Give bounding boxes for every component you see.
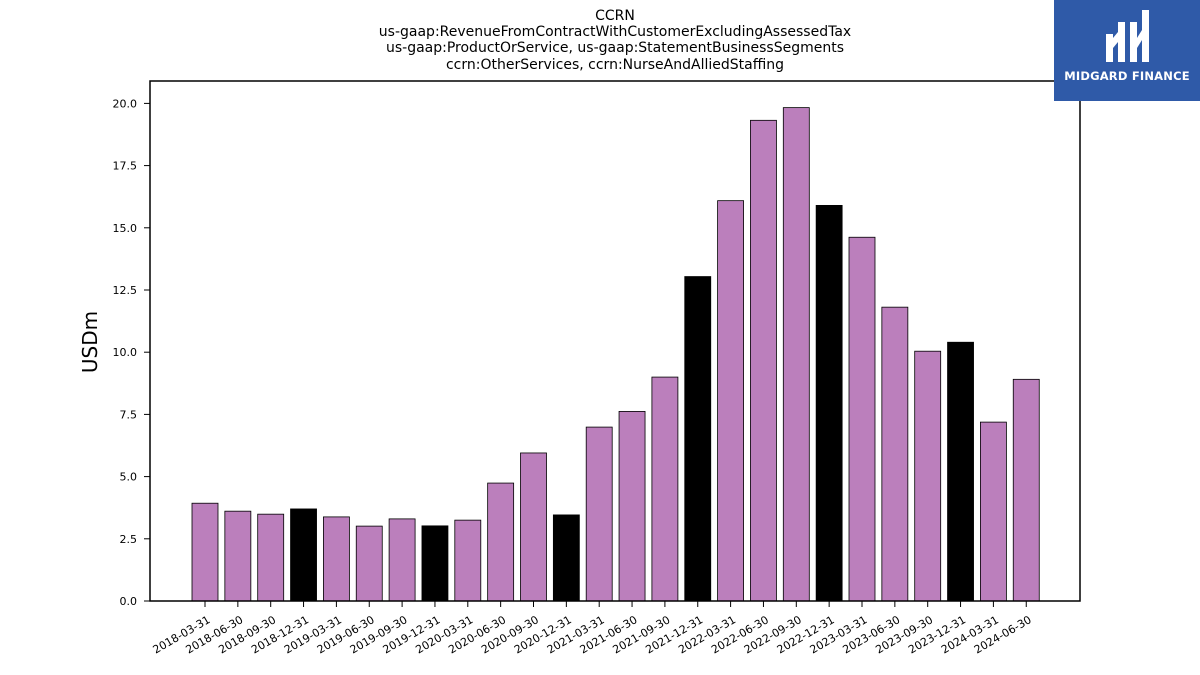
logo-text: MIDGARD FINANCE: [1064, 69, 1190, 83]
bar-2019-12-31: [421, 525, 449, 602]
y-tick-label: 2.5: [120, 533, 138, 546]
chart-title: CCRN us-gaap:RevenueFromContractWithCust…: [379, 8, 851, 73]
y-tick-label: 5.0: [120, 471, 138, 484]
plot-frame: [149, 80, 1081, 602]
bar-2021-12-31: [684, 276, 712, 602]
logo-mark-icon: [1106, 10, 1149, 62]
y-axis: 0.0 2.5 5.0 7.5 10.0 12.5 15.0 17.5 20.0: [113, 97, 150, 608]
chart-title-line-1: CCRN: [595, 8, 635, 24]
chart-title-line-3: us-gaap:ProductOrService, us-gaap:Statem…: [386, 40, 844, 56]
y-tick-label: 15.0: [113, 222, 138, 235]
bar-2022-06-30: [750, 119, 777, 602]
bar-2022-09-30: [782, 107, 810, 602]
bar-2020-03-31: [454, 519, 482, 602]
bar-2023-03-31: [848, 236, 876, 602]
bar-2018-06-30: [224, 510, 252, 602]
midgard-finance-logo: MIDGARD FINANCE: [1054, 0, 1200, 101]
y-axis-label: USDm: [78, 311, 102, 373]
bar-2024-03-31: [980, 421, 1007, 602]
y-tick-label: 0.0: [120, 595, 138, 608]
y-tick-label: 17.5: [113, 160, 138, 173]
bar-2023-12-31: [947, 341, 974, 602]
chart-title-line-4: ccrn:OtherServices, ccrn:NurseAndAlliedS…: [446, 57, 784, 73]
bar-2021-06-30: [618, 411, 646, 602]
bar-2018-12-31: [290, 508, 317, 602]
chart-title-line-2: us-gaap:RevenueFromContractWithCustomerE…: [379, 24, 851, 40]
y-tick-label: 7.5: [120, 408, 138, 421]
y-tick-label: 20.0: [113, 97, 138, 110]
bar-2020-06-30: [487, 482, 515, 602]
bar-series: [191, 107, 1040, 602]
bar-2018-03-31: [191, 502, 219, 602]
bar-2021-03-31: [585, 426, 613, 602]
bar-2019-03-31: [322, 516, 350, 602]
bar-2022-03-31: [717, 200, 744, 602]
bar-2018-09-30: [257, 513, 285, 602]
bar-2019-09-30: [388, 518, 416, 602]
bar-2019-06-30: [355, 525, 383, 602]
bar-2022-12-31: [815, 204, 843, 602]
y-tick-label: 10.0: [113, 346, 138, 359]
bar-2020-12-31: [552, 514, 580, 602]
bar-2021-09-30: [651, 376, 679, 602]
y-tick-label: 12.5: [113, 284, 138, 297]
bar-2024-06-30: [1012, 378, 1040, 602]
bar-2023-09-30: [914, 350, 942, 602]
bar-2023-06-30: [881, 306, 909, 602]
x-axis: 2018-03-312018-06-302018-09-302018-12-31…: [151, 601, 1034, 656]
bar-2020-09-30: [520, 452, 547, 602]
